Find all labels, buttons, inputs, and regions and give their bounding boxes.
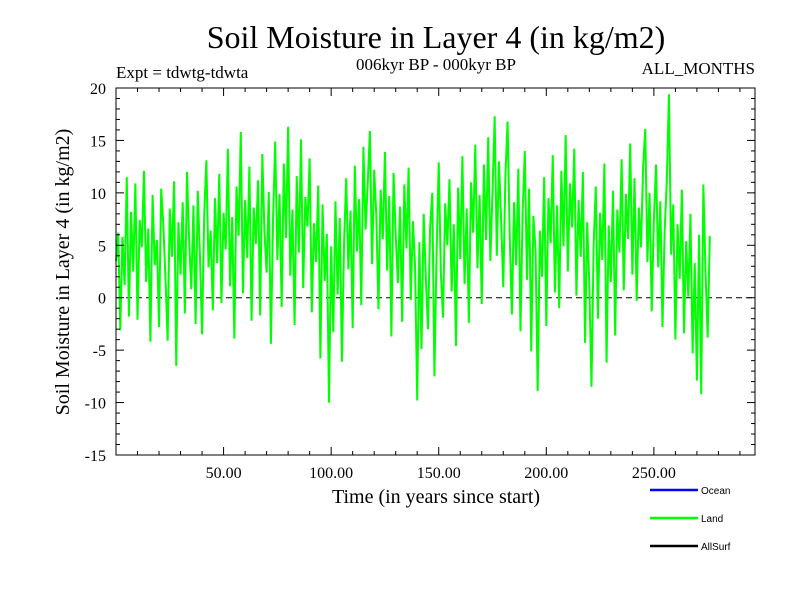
series-line-land xyxy=(115,94,711,403)
y-axis-label: Soil Moisture in Layer 4 (in kg/m2) xyxy=(52,129,74,416)
x-tick-label: 200.00 xyxy=(524,465,568,482)
y-tick-label: 10 xyxy=(90,186,106,203)
legend: Ocean Land AllSurf xyxy=(650,486,731,553)
legend-label-land: Land xyxy=(701,514,723,525)
y-tick-label: 5 xyxy=(98,238,106,255)
y-tick-label: -5 xyxy=(93,343,106,360)
legend-label-ocean: Ocean xyxy=(701,486,730,497)
x-tick-label: 150.00 xyxy=(417,465,461,482)
axis-ticks xyxy=(116,87,755,456)
x-axis-label: Time (in years since start) xyxy=(332,486,540,508)
y-tick-label: -15 xyxy=(85,448,106,465)
months-label: ALL_MONTHS xyxy=(642,59,755,78)
y-tick-label: 0 xyxy=(98,291,106,308)
x-tick-label: 250.00 xyxy=(632,465,676,482)
x-tick-label: 100.00 xyxy=(309,465,353,482)
x-tick-label: 50.00 xyxy=(206,465,242,482)
legend-label-allsurf: AllSurf xyxy=(701,542,731,553)
y-tick-label: 20 xyxy=(90,81,106,98)
series-layer xyxy=(115,94,711,403)
x-tick-labels: 50.00 100.00 150.00 200.00 250.00 xyxy=(206,465,676,482)
y-tick-label: -10 xyxy=(85,396,106,413)
plot-frame xyxy=(115,87,756,456)
y-tick-labels: -15 -10 -5 0 5 10 15 20 xyxy=(85,81,106,465)
y-tick-label: 15 xyxy=(90,133,106,150)
experiment-label: Expt = tdwtg-tdwta xyxy=(116,63,249,82)
chart-title: Soil Moisture in Layer 4 (in kg/m2) xyxy=(207,19,666,55)
period-label: 006kyr BP - 000kyr BP xyxy=(356,55,516,74)
